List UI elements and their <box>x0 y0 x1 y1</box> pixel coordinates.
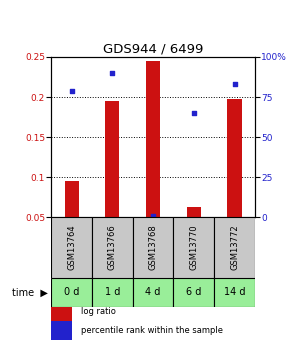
Point <box>232 81 237 87</box>
Point <box>151 213 155 218</box>
Text: 14 d: 14 d <box>224 287 245 297</box>
Text: percentile rank within the sample: percentile rank within the sample <box>81 326 223 335</box>
Text: 6 d: 6 d <box>186 287 202 297</box>
Text: GSM13768: GSM13768 <box>149 225 158 270</box>
Text: 1 d: 1 d <box>105 287 120 297</box>
Bar <box>173 217 214 278</box>
Text: 0 d: 0 d <box>64 287 79 297</box>
Bar <box>51 302 72 321</box>
Text: GSM13766: GSM13766 <box>108 225 117 270</box>
Bar <box>51 278 92 307</box>
Bar <box>51 217 92 278</box>
Text: 4 d: 4 d <box>145 287 161 297</box>
Bar <box>92 278 133 307</box>
Text: GSM13772: GSM13772 <box>230 225 239 270</box>
Text: time  ▶: time ▶ <box>13 287 48 297</box>
Bar <box>187 207 201 217</box>
Text: GSM13764: GSM13764 <box>67 225 76 270</box>
Text: GSM13770: GSM13770 <box>189 225 198 270</box>
Bar <box>214 278 255 307</box>
Bar <box>64 181 79 217</box>
Point <box>69 88 74 93</box>
Bar <box>105 101 120 217</box>
Text: log ratio: log ratio <box>81 307 115 316</box>
Bar <box>214 217 255 278</box>
Bar <box>92 217 133 278</box>
Bar <box>133 217 173 278</box>
Bar <box>133 278 173 307</box>
Bar <box>173 278 214 307</box>
Bar <box>146 61 160 217</box>
Bar <box>51 321 72 340</box>
Point <box>110 70 115 76</box>
Point <box>192 110 196 116</box>
Title: GDS944 / 6499: GDS944 / 6499 <box>103 43 203 56</box>
Bar <box>227 99 242 217</box>
